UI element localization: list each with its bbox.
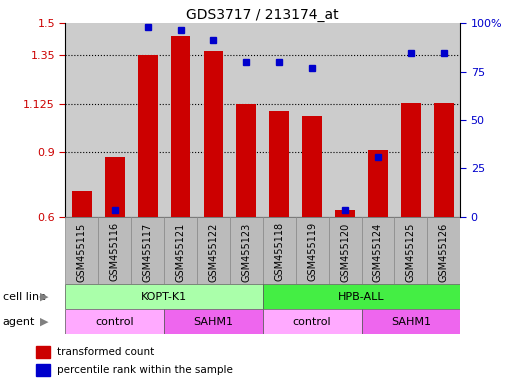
Text: GSM455122: GSM455122 bbox=[209, 222, 219, 282]
Bar bbox=[361, 23, 394, 217]
Text: GSM455116: GSM455116 bbox=[110, 222, 120, 281]
Bar bbox=[197, 23, 230, 217]
Bar bbox=[164, 309, 263, 334]
Bar bbox=[197, 217, 230, 284]
Bar bbox=[302, 116, 322, 217]
Text: GSM455121: GSM455121 bbox=[176, 222, 186, 281]
Text: ▶: ▶ bbox=[40, 316, 49, 327]
Bar bbox=[368, 150, 388, 217]
Bar bbox=[328, 217, 361, 284]
Bar bbox=[236, 104, 256, 217]
Text: control: control bbox=[95, 316, 134, 327]
Bar bbox=[434, 103, 453, 217]
Bar bbox=[131, 217, 164, 284]
Text: GSM455126: GSM455126 bbox=[439, 222, 449, 281]
Bar bbox=[65, 284, 263, 309]
Text: GSM455117: GSM455117 bbox=[143, 222, 153, 281]
Text: cell line: cell line bbox=[3, 291, 46, 302]
Bar bbox=[36, 346, 50, 358]
Bar bbox=[138, 55, 157, 217]
Bar bbox=[98, 23, 131, 217]
Bar bbox=[65, 309, 164, 334]
Text: GSM455120: GSM455120 bbox=[340, 222, 350, 281]
Text: HPB-ALL: HPB-ALL bbox=[338, 291, 385, 302]
Text: ▶: ▶ bbox=[40, 291, 49, 302]
Text: GSM455124: GSM455124 bbox=[373, 222, 383, 281]
Bar bbox=[131, 23, 164, 217]
Bar bbox=[203, 51, 223, 217]
Bar bbox=[295, 217, 328, 284]
Bar bbox=[263, 284, 460, 309]
Title: GDS3717 / 213174_at: GDS3717 / 213174_at bbox=[187, 8, 339, 22]
Bar bbox=[105, 157, 124, 217]
Text: percentile rank within the sample: percentile rank within the sample bbox=[57, 365, 233, 375]
Bar bbox=[335, 210, 355, 217]
Bar bbox=[164, 23, 197, 217]
Bar bbox=[170, 36, 190, 217]
Text: KOPT-K1: KOPT-K1 bbox=[141, 291, 187, 302]
Bar bbox=[361, 217, 394, 284]
Text: GSM455115: GSM455115 bbox=[77, 222, 87, 281]
Text: SAHM1: SAHM1 bbox=[194, 316, 233, 327]
Bar bbox=[427, 217, 460, 284]
Bar bbox=[263, 309, 361, 334]
Bar bbox=[36, 364, 50, 376]
Bar bbox=[269, 111, 289, 217]
Bar bbox=[72, 191, 92, 217]
Text: transformed count: transformed count bbox=[57, 347, 154, 357]
Bar bbox=[427, 23, 460, 217]
Bar bbox=[394, 23, 427, 217]
Text: GSM455123: GSM455123 bbox=[241, 222, 252, 281]
Bar bbox=[230, 23, 263, 217]
Bar bbox=[361, 309, 460, 334]
Bar bbox=[295, 23, 328, 217]
Bar bbox=[263, 23, 295, 217]
Text: control: control bbox=[293, 316, 332, 327]
Text: GSM455125: GSM455125 bbox=[406, 222, 416, 282]
Bar bbox=[65, 23, 98, 217]
Text: GSM455118: GSM455118 bbox=[274, 222, 285, 281]
Bar bbox=[263, 217, 295, 284]
Bar bbox=[98, 217, 131, 284]
Bar bbox=[164, 217, 197, 284]
Bar bbox=[401, 103, 420, 217]
Text: agent: agent bbox=[3, 316, 35, 327]
Bar bbox=[230, 217, 263, 284]
Text: SAHM1: SAHM1 bbox=[391, 316, 431, 327]
Bar bbox=[65, 217, 98, 284]
Bar bbox=[328, 23, 361, 217]
Bar bbox=[394, 217, 427, 284]
Text: GSM455119: GSM455119 bbox=[307, 222, 317, 281]
